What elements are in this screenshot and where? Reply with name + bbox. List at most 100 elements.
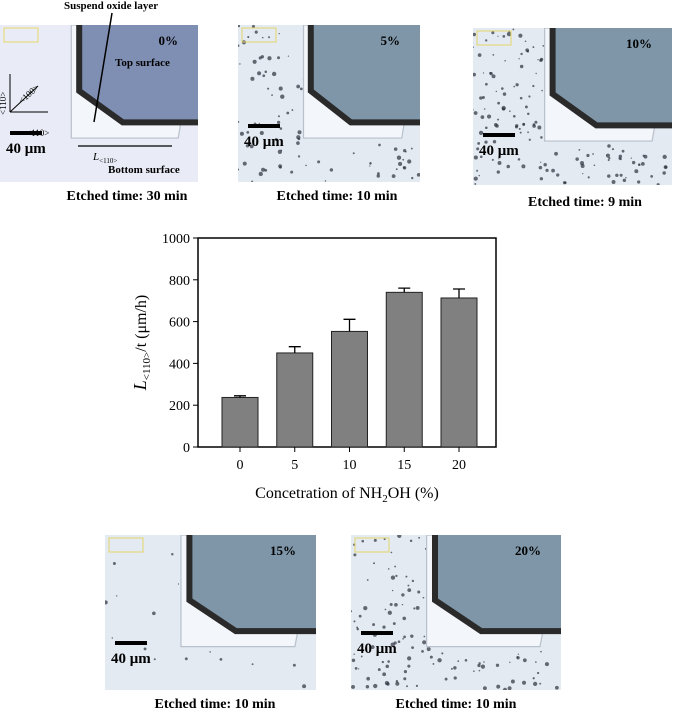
etch-pit bbox=[483, 108, 486, 110]
etch-pit bbox=[486, 114, 492, 119]
y-tick-label: 0 bbox=[183, 441, 190, 456]
etch-pit bbox=[373, 683, 378, 689]
etch-pit bbox=[506, 31, 512, 37]
etch-pit bbox=[373, 562, 376, 565]
etch-pit bbox=[116, 595, 118, 597]
x-axis-label: Concetration of NH2OH (%) bbox=[255, 485, 439, 505]
etch-pit bbox=[410, 147, 413, 150]
etch-pit bbox=[259, 130, 264, 136]
etch-pit bbox=[407, 656, 412, 661]
concentration-label: 5% bbox=[381, 33, 401, 48]
etch-pit bbox=[360, 655, 363, 658]
etch-pit bbox=[528, 95, 531, 98]
error-bar bbox=[343, 318, 356, 332]
etch-pit bbox=[238, 25, 241, 28]
etch-pit bbox=[534, 120, 538, 124]
etch-pit bbox=[267, 36, 271, 39]
etch-pit bbox=[509, 661, 511, 664]
etch-pit bbox=[384, 608, 387, 611]
caption: Etched time: 9 min bbox=[528, 195, 642, 210]
mask bbox=[186, 535, 316, 635]
etch-pit bbox=[352, 152, 355, 155]
scale-bar bbox=[115, 641, 147, 645]
etch-pit bbox=[478, 669, 481, 672]
etch-pit bbox=[536, 671, 540, 675]
etch-pit bbox=[286, 111, 290, 115]
x-tick-label: 5 bbox=[291, 458, 298, 473]
etch-pit bbox=[251, 180, 254, 182]
etch-pit bbox=[397, 640, 401, 644]
etch-pit bbox=[492, 140, 497, 144]
etch-pit bbox=[593, 164, 596, 167]
etch-pit bbox=[656, 183, 660, 185]
etch-pit bbox=[297, 130, 302, 135]
etch-pit bbox=[479, 96, 483, 100]
etch-pit bbox=[479, 155, 483, 159]
etch-pit bbox=[413, 607, 416, 610]
etch-pit bbox=[393, 641, 397, 645]
etch-pit bbox=[376, 174, 380, 178]
etch-pit bbox=[518, 58, 520, 60]
etch-pit bbox=[402, 637, 404, 640]
etch-pit bbox=[441, 652, 444, 655]
etch-pit bbox=[398, 161, 403, 167]
y-tick-label: 200 bbox=[169, 399, 190, 414]
mask bbox=[76, 25, 198, 126]
etch-pit bbox=[258, 171, 263, 177]
etch-pit bbox=[422, 596, 425, 599]
scale-label: 40 μm bbox=[111, 651, 151, 667]
micrograph bbox=[0, 25, 198, 182]
etch-pit bbox=[586, 153, 590, 158]
etch-pit bbox=[501, 107, 506, 111]
etch-pit bbox=[358, 668, 360, 670]
etch-pit bbox=[506, 164, 511, 169]
y-label-main: L bbox=[130, 380, 150, 391]
error-bar bbox=[288, 346, 301, 353]
etch-pit bbox=[411, 646, 414, 650]
concentration-label: 10% bbox=[626, 36, 652, 51]
etch-pit bbox=[637, 180, 641, 184]
etch-pit bbox=[305, 164, 307, 167]
etch-pit bbox=[296, 84, 301, 89]
etch-pit bbox=[542, 45, 545, 47]
etch-pit bbox=[524, 40, 527, 42]
etch-pit bbox=[519, 96, 523, 100]
annotation: Bottom surface bbox=[108, 164, 180, 176]
etch-pit bbox=[383, 538, 386, 541]
etch-pit bbox=[390, 551, 393, 554]
etch-pit bbox=[540, 161, 542, 163]
etch-pit bbox=[582, 172, 584, 175]
etch-pit bbox=[545, 168, 549, 173]
etch-pit bbox=[535, 661, 537, 663]
etch-pit bbox=[437, 658, 442, 663]
etch-pit bbox=[411, 176, 414, 180]
length-label: L<110> bbox=[92, 151, 117, 165]
etch-pit bbox=[393, 147, 398, 151]
etch-pit bbox=[287, 55, 290, 57]
etch-pit bbox=[615, 173, 619, 178]
etch-pit bbox=[643, 154, 648, 159]
etch-pit bbox=[271, 71, 277, 77]
etch-pit bbox=[171, 553, 174, 556]
arrow bbox=[93, 12, 113, 123]
etch-pit bbox=[372, 623, 376, 627]
etch-pit bbox=[579, 161, 585, 166]
etch-pit bbox=[409, 539, 413, 543]
etch-pit bbox=[394, 602, 398, 607]
etch-pit bbox=[415, 605, 420, 610]
etch-pit bbox=[407, 588, 412, 592]
etch-pit bbox=[395, 574, 398, 578]
etch-pit bbox=[492, 53, 495, 56]
etch-pit bbox=[474, 183, 477, 185]
etch-pit bbox=[369, 162, 372, 165]
etch-pit bbox=[238, 168, 240, 171]
etch-pit bbox=[562, 181, 567, 185]
etch-pit bbox=[291, 109, 294, 111]
etch-pit bbox=[407, 159, 412, 164]
etch-pit bbox=[650, 175, 654, 178]
etch-pit bbox=[353, 553, 357, 557]
etch-pit bbox=[406, 685, 408, 688]
etch-pit bbox=[619, 173, 623, 177]
etch-pit bbox=[402, 616, 407, 621]
